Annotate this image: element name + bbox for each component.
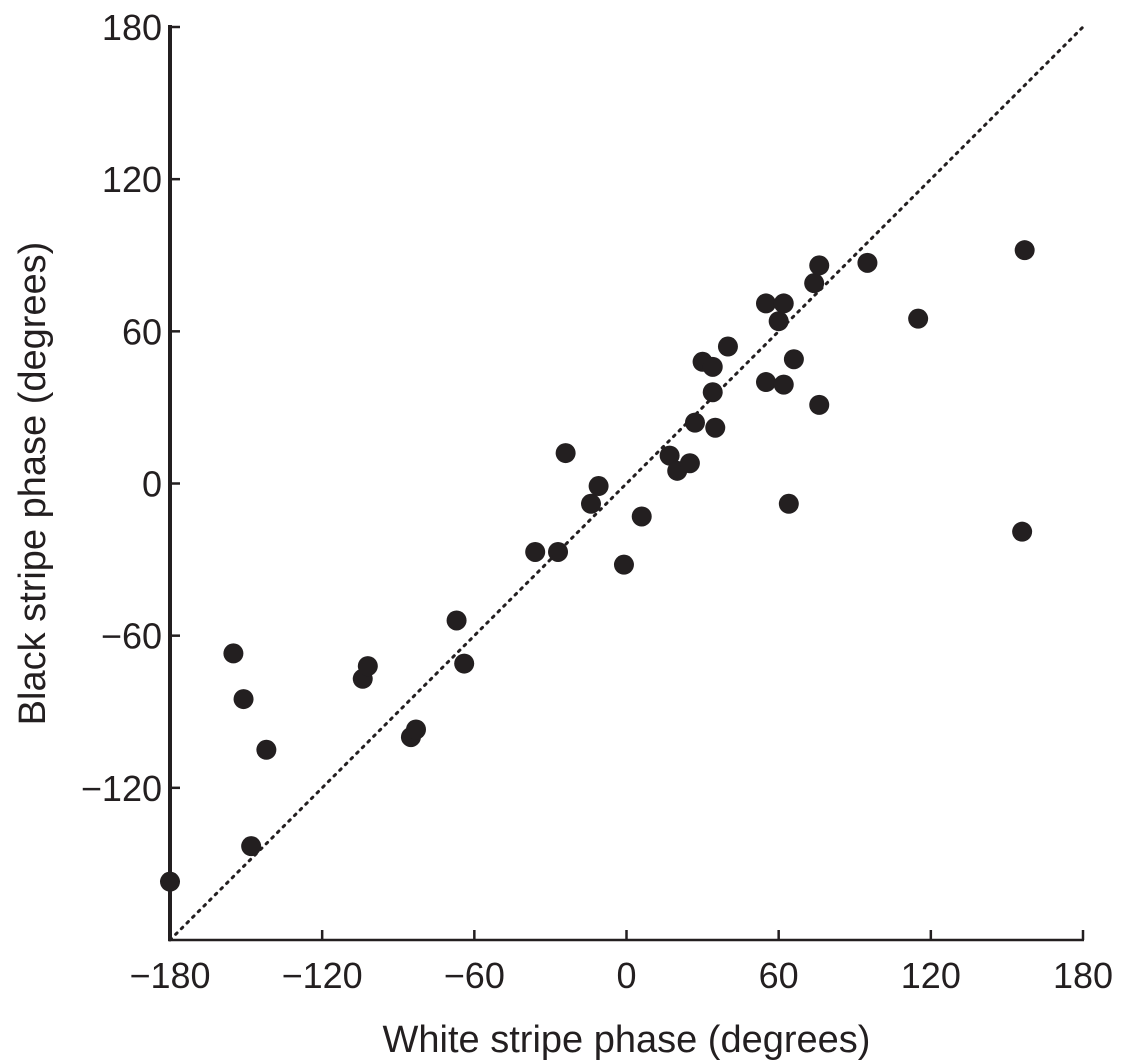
data-point (233, 689, 254, 710)
data-point (705, 417, 726, 438)
x-tick-label: 120 (901, 955, 961, 996)
data-point (1012, 521, 1033, 542)
data-point (717, 336, 738, 357)
data-point (446, 610, 467, 631)
y-ticks: −120 −60 0 60 120 180 (81, 7, 180, 809)
data-point (555, 443, 576, 464)
y-tick-label: 60 (122, 311, 162, 352)
x-tick-label: −180 (129, 955, 210, 996)
identity-reference-line (168, 25, 1085, 942)
data-point (548, 541, 569, 562)
x-tick-label: 180 (1053, 955, 1113, 996)
data-point (684, 412, 705, 433)
data-point (702, 382, 723, 403)
data-point (580, 493, 601, 514)
data-point (809, 255, 830, 276)
y-axis-title: Black stripe phase (degrees) (12, 242, 54, 726)
y-tick-label: 0 (142, 464, 162, 505)
x-tick-label: −60 (444, 955, 505, 996)
y-tick-label: −120 (81, 768, 162, 809)
reference-line-layer (168, 25, 1085, 942)
data-point (160, 871, 180, 892)
data-point (778, 493, 799, 514)
x-ticks: −180 −120 −60 0 60 120 180 (129, 930, 1113, 996)
data-point (773, 293, 794, 314)
data-point (241, 836, 262, 857)
data-point (755, 372, 776, 393)
data-point (631, 506, 652, 527)
data-point (659, 445, 680, 466)
x-tick-label: 0 (616, 955, 636, 996)
y-tick-label: 180 (102, 7, 162, 48)
data-point (702, 356, 723, 377)
data-point (908, 308, 929, 329)
data-point (357, 656, 378, 677)
data-point (804, 273, 825, 294)
data-point (679, 453, 700, 474)
y-tick-label: −60 (101, 616, 162, 657)
data-point (755, 293, 776, 314)
data-point (256, 739, 277, 760)
y-tick-label: 120 (102, 159, 162, 200)
data-point (406, 719, 427, 740)
data-point (1014, 240, 1035, 261)
data-point (783, 349, 804, 370)
data-point (223, 643, 244, 664)
x-tick-label: −120 (282, 955, 363, 996)
data-point (613, 554, 634, 575)
data-point (857, 252, 878, 273)
data-point (454, 653, 475, 674)
data-point (809, 394, 830, 415)
data-point (773, 374, 794, 395)
data-points (160, 240, 1035, 892)
x-axis-title: White stripe phase (degrees) (383, 1019, 871, 1061)
data-point (588, 476, 609, 497)
data-point (768, 311, 789, 332)
data-point (525, 541, 546, 562)
x-tick-label: 60 (759, 955, 799, 996)
